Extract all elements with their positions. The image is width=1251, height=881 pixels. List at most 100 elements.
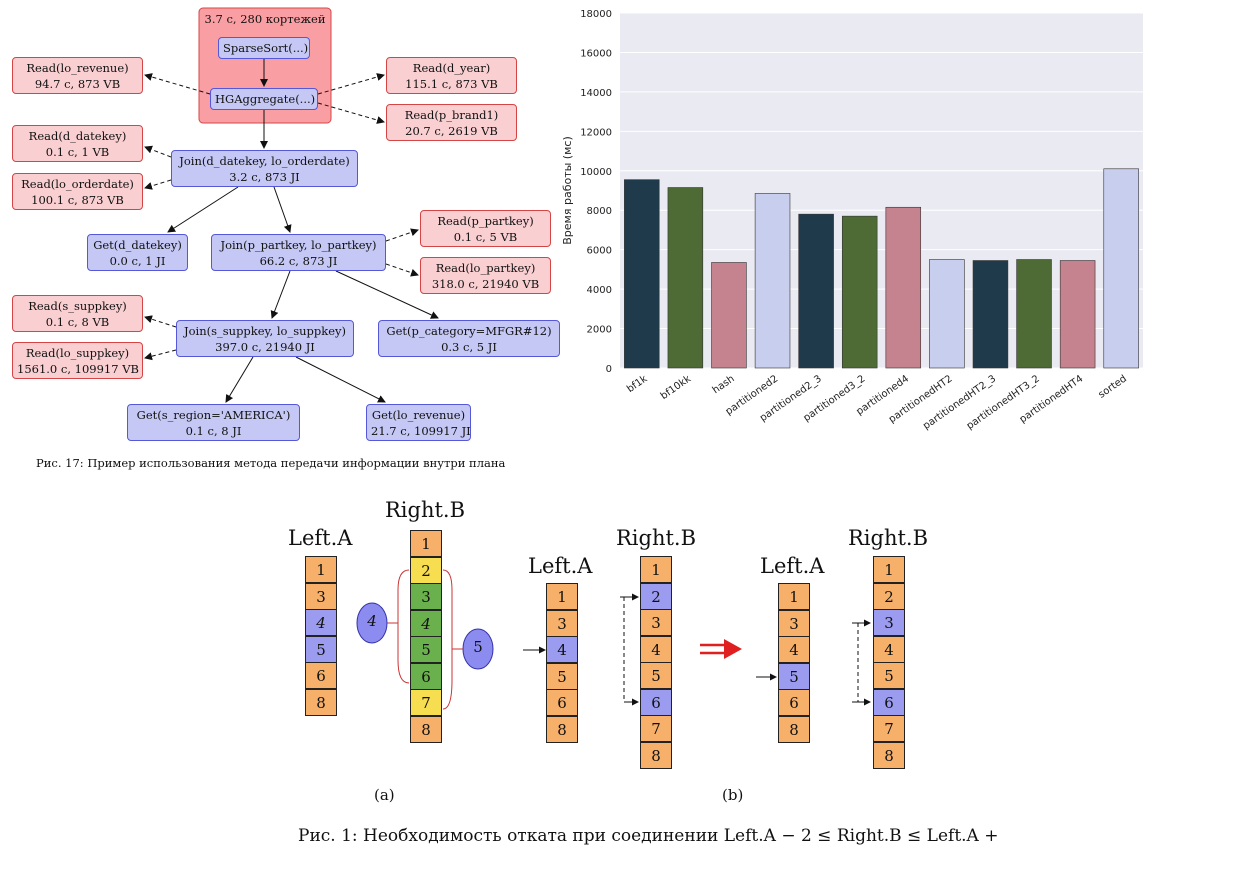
main-caption: Рис. 1: Необходимость отката при соедине… [298, 826, 999, 846]
plan-node-line: 115.1 с, 873 VB [405, 77, 498, 91]
plan-node-line: Join(d_datekey, lo_orderdate) [179, 154, 350, 168]
column-cell: 4 [640, 635, 672, 663]
plan-node-read-lo-revenue: Read(lo_revenue) 94.7 с, 873 VB [12, 57, 143, 94]
plan-node-line: 21.7 с, 109917 JI [371, 424, 471, 438]
bar-hash [711, 262, 747, 369]
column-cell: 8 [640, 741, 672, 769]
x-tick-label: bf10kk [659, 373, 693, 402]
plan-node-read-p-brand1: Read(p_brand1) 20.7 с, 2619 VB [386, 104, 517, 141]
fig-b-left-title-1: Left.A [528, 554, 593, 578]
plan-node-line: Read(lo_partkey) [435, 261, 536, 275]
plan-node-hgaggregate: HGAggregate(...) [210, 88, 318, 110]
bar-partitioned2 [754, 193, 791, 369]
column-cell: 6 [873, 688, 905, 716]
plan-node-line: 66.2 с, 873 JI [259, 254, 338, 268]
column-cell: 3 [305, 582, 337, 610]
column-cell: 7 [873, 715, 905, 742]
plan-node-line: Read(s_suppkey) [28, 299, 127, 313]
fig-a-label: (a) [374, 786, 395, 804]
column-cell: 3 [640, 609, 672, 636]
plan-node-get-d-datekey: Get(d_datekey) 0.0 с, 1 JI [87, 234, 188, 271]
plan-node-read-lo-partkey: Read(lo_partkey) 318.0 с, 21940 VB [420, 257, 551, 294]
plan-node-line: 20.7 с, 2619 VB [405, 124, 498, 138]
plan-node-read-d-datekey: Read(d_datekey) 0.1 с, 1 VB [12, 125, 143, 162]
plan-node-line: 1561.0 с, 109917 VB [17, 362, 139, 376]
column-cell: 8 [873, 741, 905, 769]
column-cell: 3 [410, 583, 442, 610]
column-cell: 1 [873, 556, 905, 583]
column-cell: 1 [546, 583, 578, 610]
bar-partitionedHT2 [929, 259, 965, 369]
plan-node-line: 0.1 с, 5 VB [453, 230, 518, 244]
column-cell: 5 [778, 662, 810, 690]
plan-node-line: Get(p_category=MFGR#12) [386, 324, 552, 338]
plan-node-line: 0.1 с, 8 VB [45, 315, 110, 329]
plan-node-line: Get(d_datekey) [93, 238, 182, 252]
column-cell: 3 [873, 609, 905, 636]
plan-node-sparsesort: SparseSort(...) [218, 37, 310, 59]
y-axis-label: Время работы (мс) [561, 136, 574, 244]
plan-node-line: Read(d_year) [412, 61, 491, 75]
plan-node-line: 397.0 с, 21940 JI [215, 340, 315, 354]
column-cell: 5 [410, 636, 442, 663]
column-cell: 5 [305, 635, 337, 663]
plan-node-line: Read(p_brand1) [404, 108, 499, 122]
column-cell: 4 [546, 636, 578, 663]
bar-bf10kk [667, 187, 704, 369]
plan-node-read-p-partkey: Read(p_partkey) 0.1 с, 5 VB [420, 210, 551, 247]
column-cell: 8 [546, 715, 578, 743]
plan-node-line: Read(lo_revenue) [26, 61, 129, 75]
plan-node-line: Get(lo_revenue) [371, 408, 466, 422]
column-cell: 1 [305, 556, 337, 583]
bar-sorted [1103, 168, 1139, 369]
column-cell: 8 [305, 688, 337, 716]
bar-partitionedHT3_2 [1016, 259, 1052, 369]
column-cell: 1 [410, 530, 442, 557]
plan-node-join-partkey: Join(p_partkey, lo_partkey) 66.2 с, 873 J… [211, 234, 386, 271]
plan-caption: Рис. 17: Пример использования метода пер… [36, 456, 506, 470]
column-cell: 5 [640, 662, 672, 689]
y-tick-label: 4000 [587, 285, 612, 296]
bar-partitioned3_2 [841, 215, 878, 369]
column-cell: 8 [410, 715, 442, 743]
plan-node-line: Join(p_partkey, lo_partkey) [220, 238, 377, 252]
bar-partitioned2_3 [798, 213, 834, 369]
column-cell: 4 [305, 609, 337, 636]
x-tick-label: partitionedHT3_2 [965, 373, 1042, 432]
plan-node-line: 0.3 с, 5 JI [441, 340, 497, 354]
plan-node-get-s-region: Get(s_region='AMERICA') 0.1 с, 8 JI [127, 404, 300, 441]
bar-partitionedHT2_3 [972, 260, 1009, 369]
plan-node-line: HGAggregate(...) [215, 92, 316, 106]
column-cell: 3 [546, 609, 578, 637]
column-cell: 6 [546, 689, 578, 716]
column-cell: 5 [873, 662, 905, 689]
fig-a-circle-left: 4 [367, 612, 377, 630]
plan-diagram: 3.7 с, 280 кортежей SparseSort(...) HGAgg… [0, 0, 570, 480]
y-tick-label: 6000 [587, 246, 612, 257]
y-tick-label: 0 [606, 364, 612, 375]
x-tick-label: bf1k [625, 373, 650, 395]
column-cell: 3 [778, 609, 810, 637]
plan-node-line: 0.1 с, 1 VB [45, 145, 110, 159]
fig-a-left-title: Left.A [288, 526, 353, 550]
plan-node-line: Read(p_partkey) [437, 214, 534, 228]
transition-arrow [700, 643, 728, 655]
plan-node-read-lo-orderdate: Read(lo_orderdate) 100.1 с, 873 VB [12, 173, 143, 210]
plan-node-line: 0.0 с, 1 JI [109, 254, 166, 268]
y-tick-label: 16000 [580, 48, 612, 59]
plan-node-get-lo-revenue: Get(lo_revenue) 21.7 с, 109917 JI [366, 404, 471, 441]
column-cell: 4 [873, 635, 905, 663]
plot-area [620, 13, 1143, 368]
plan-node-line: Read(d_datekey) [28, 129, 127, 143]
plan-node-read-s-suppkey: Read(s_suppkey) 0.1 с, 8 VB [12, 295, 143, 332]
x-tick-label: partitionedHT2_3 [921, 373, 998, 432]
figure-arrows [356, 569, 871, 710]
plan-node-read-d-year: Read(d_year) 115.1 с, 873 VB [386, 57, 517, 94]
plan-node-line: Join(s_suppkey, lo_suppkey) [184, 324, 346, 338]
y-tick-label: 18000 [580, 9, 612, 20]
y-tick-label: 8000 [587, 206, 612, 217]
y-tick-label: 10000 [580, 167, 612, 178]
bar-partitionedHT4 [1059, 260, 1096, 369]
plan-node-line: 100.1 с, 873 VB [31, 193, 124, 207]
